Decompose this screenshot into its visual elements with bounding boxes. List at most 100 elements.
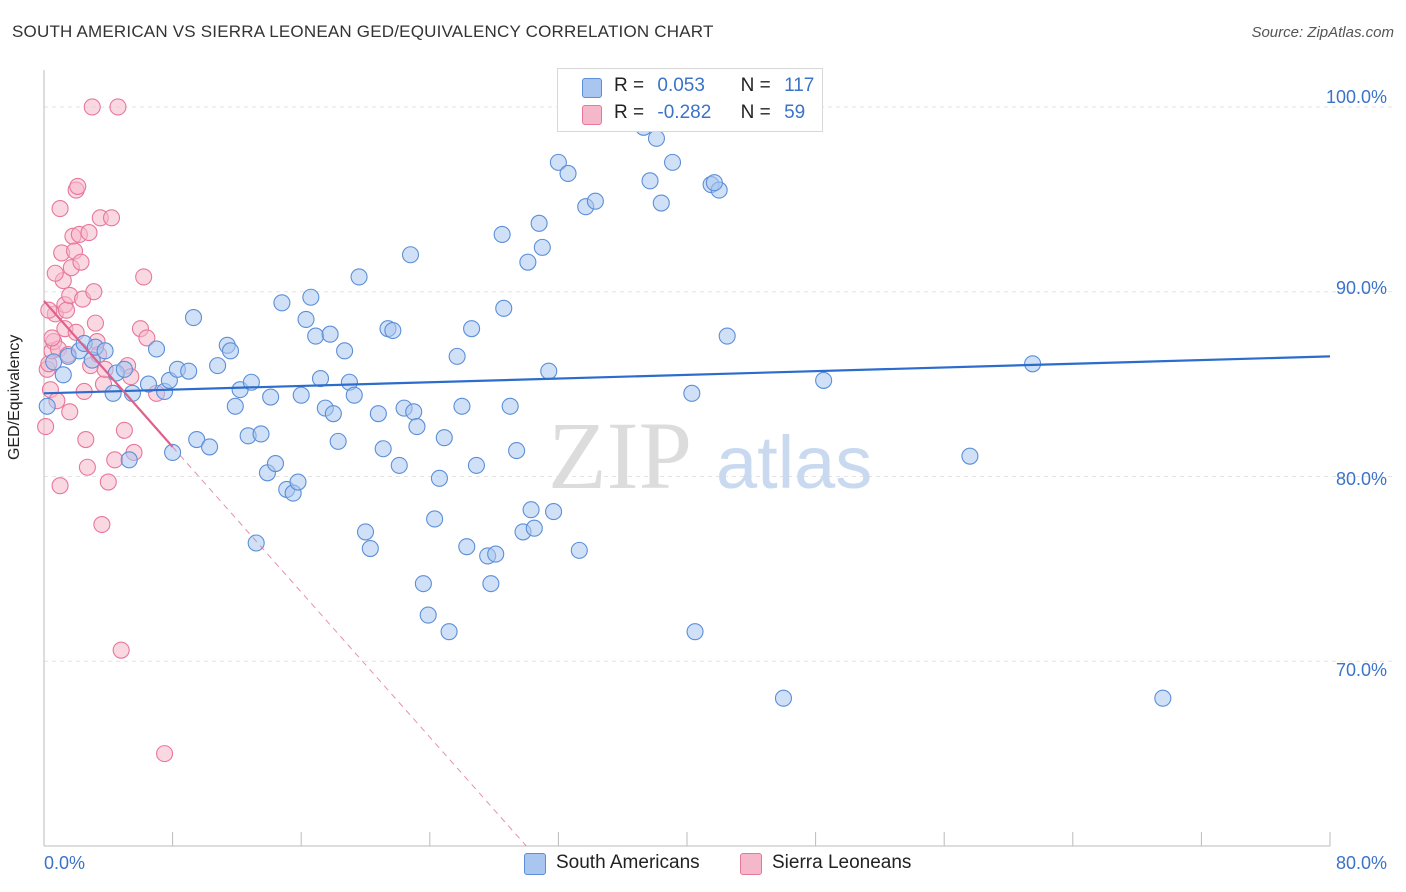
south-american-point: [115, 360, 133, 378]
sierra-leonean-point: [99, 473, 117, 491]
south-american-point: [815, 371, 833, 389]
south-american-point: [164, 443, 182, 462]
bottom-legend-label-blue: South Americans: [556, 852, 700, 873]
watermark-atlas: atlas: [716, 421, 872, 504]
south-american-point: [361, 539, 379, 558]
south-american-point: [184, 309, 203, 327]
south-american-point: [104, 384, 122, 402]
south-american-point: [329, 432, 347, 450]
south-american-point: [426, 510, 444, 528]
sierra-leonean-point: [77, 430, 95, 449]
sierra-leonean-point: [156, 745, 174, 763]
sierra-leonean-point: [40, 301, 58, 319]
south-american-point: [686, 623, 704, 641]
south-american-point: [663, 153, 682, 171]
south-american-point: [705, 174, 723, 192]
legend-r-label: R =: [614, 102, 645, 123]
legend-n-value-pink: 59: [784, 102, 806, 123]
south-american-point: [247, 534, 265, 552]
south-american-point: [419, 606, 437, 624]
south-american-point: [321, 325, 339, 343]
south-american-point: [297, 310, 315, 328]
legend-r-value-pink: -0.282: [657, 102, 712, 123]
south-american-point: [683, 384, 701, 402]
south-american-point: [533, 238, 551, 256]
south-american-point: [405, 403, 423, 421]
south-american-point: [467, 456, 485, 474]
legend-swatch-pink: [582, 105, 602, 125]
sierra-leonean-point: [69, 177, 87, 195]
chart-title: SOUTH AMERICAN VS SIERRA LEONEAN GED/EQU…: [12, 22, 714, 41]
watermark: ZIP atlas: [548, 402, 872, 509]
legend-n-label: N =: [740, 102, 771, 123]
sierra-leonean-point: [43, 329, 61, 347]
bottom-legend-label-pink: Sierra Leoneans: [772, 852, 912, 873]
x-tick-label-min: 0.0%: [44, 853, 86, 873]
south-americans-trend-line: [43, 355, 1331, 395]
axes: [43, 70, 1331, 847]
south-american-point: [369, 405, 387, 423]
south-american-point: [961, 447, 979, 465]
south-american-point: [522, 501, 540, 519]
legend-swatch-blue: [582, 78, 602, 98]
south-american-point: [652, 194, 670, 212]
y-tick-label-100: 100.0%: [1326, 87, 1388, 107]
south-american-point: [647, 129, 666, 147]
south-american-point: [718, 327, 736, 345]
sierra-leonean-point: [78, 458, 96, 476]
legend-n-value-blue: 117: [784, 75, 815, 96]
legend-r-label: R =: [614, 75, 645, 96]
south-american-point: [501, 397, 519, 415]
sierra-leonean-point: [106, 451, 124, 469]
south-american-point: [559, 164, 577, 183]
legend-n-label: N =: [740, 75, 771, 96]
south-american-point: [201, 438, 219, 456]
sierra-leonean-point: [135, 268, 153, 286]
south-american-point: [430, 469, 448, 487]
sierra-leonean-point: [46, 264, 64, 282]
south-american-point: [307, 327, 325, 345]
sierra-leonean-point: [61, 403, 79, 421]
south-american-point: [289, 473, 307, 491]
south-american-point: [252, 425, 270, 443]
sierra-leonean-point: [115, 421, 133, 439]
legend: R = 0.053 N = 117 R = -0.282 N = 59: [557, 68, 823, 132]
south-american-point: [374, 440, 392, 458]
south-american-point: [487, 545, 505, 563]
south-american-point: [495, 299, 513, 317]
south-american-point: [350, 268, 368, 286]
south-american-point: [384, 321, 402, 340]
sierra-leoneans-points: [37, 98, 174, 763]
sierra-leonean-point: [80, 224, 98, 242]
south-american-point: [96, 342, 114, 360]
south-american-point: [188, 430, 206, 449]
south-american-point: [408, 418, 426, 436]
south-american-point: [292, 386, 310, 404]
south-american-point: [336, 342, 354, 360]
sierra-leonean-point: [112, 641, 130, 659]
trend-lines: [43, 300, 1331, 847]
sierra-leoneans-trend-extension: [172, 446, 527, 847]
south-american-point: [540, 362, 558, 380]
south-american-point: [1154, 689, 1172, 707]
south-american-point: [356, 523, 375, 541]
south-american-point: [302, 288, 320, 306]
sierra-leonean-point: [93, 515, 111, 534]
south-american-point: [209, 357, 227, 375]
south-american-point: [570, 541, 588, 559]
south-american-point: [147, 340, 166, 358]
south-american-point: [586, 192, 604, 210]
south-american-point: [530, 214, 548, 232]
sierra-leonean-point: [85, 283, 103, 301]
sierra-leonean-point: [51, 477, 69, 495]
south-american-point: [458, 538, 476, 556]
y-tick-label-80: 80.0%: [1336, 469, 1388, 489]
south-american-point: [262, 388, 280, 406]
south-american-point: [493, 225, 511, 243]
sierra-leonean-point: [138, 329, 156, 347]
south-american-point: [549, 153, 567, 171]
south-american-point: [482, 575, 500, 593]
south-american-point: [273, 294, 291, 312]
south-american-point: [401, 246, 420, 264]
